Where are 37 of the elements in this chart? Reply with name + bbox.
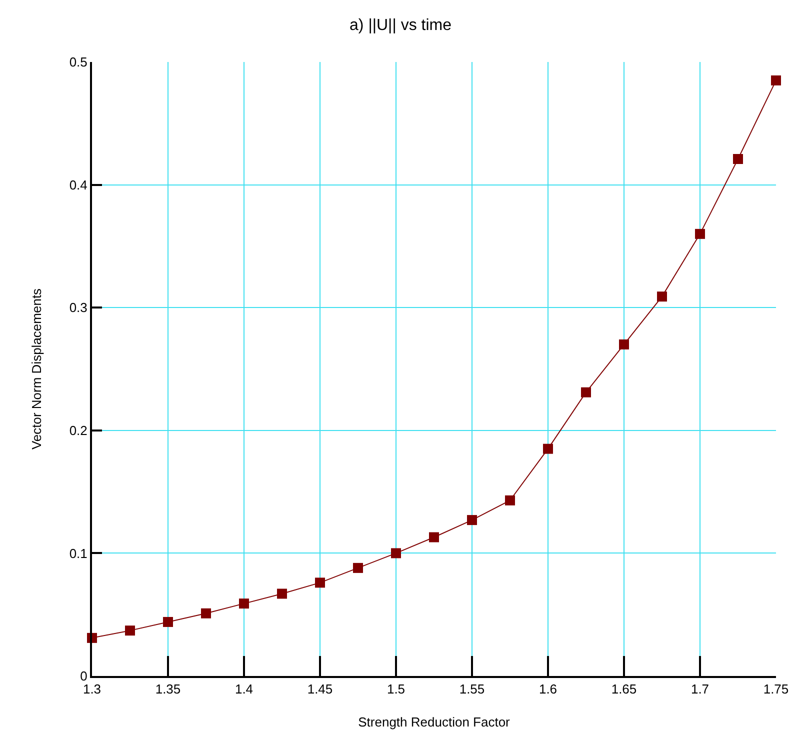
- point: [581, 387, 591, 398]
- y-axis-title: Vector Norm Displacements: [28, 288, 44, 450]
- y-tick-label: 0.2: [69, 422, 88, 438]
- point: [125, 626, 135, 636]
- point: [201, 608, 211, 618]
- point: [239, 598, 249, 609]
- y-tick-label: 0.5: [69, 54, 88, 70]
- point: [619, 339, 629, 350]
- x-tick-label: 1.4: [234, 682, 254, 697]
- x-tick-label: 1.3: [82, 682, 102, 697]
- point: [391, 548, 401, 558]
- x-tick-label: 1.7: [690, 682, 710, 697]
- point: [277, 588, 287, 599]
- y-tick-label: 0.1: [69, 546, 88, 561]
- point: [315, 578, 325, 588]
- chart-title: a) ||U|| vs time: [350, 17, 452, 34]
- x-tick-label: 1.45: [307, 682, 333, 697]
- point: [353, 562, 363, 573]
- point: [543, 444, 553, 454]
- point: [695, 228, 705, 239]
- x-tick-label: 1.55: [459, 682, 485, 697]
- x-tick-label: 1.65: [611, 682, 637, 697]
- point: [163, 616, 173, 627]
- point: [467, 515, 477, 526]
- x-tick-label: 1.35: [155, 682, 181, 697]
- x-axis-title: Strength Reduction Factor: [358, 714, 511, 730]
- x-tick-label: 1.75: [763, 682, 789, 697]
- x-tick-label: 1.6: [538, 682, 558, 697]
- point: [505, 495, 515, 506]
- point: [657, 292, 667, 302]
- point: [733, 154, 743, 164]
- point: [429, 532, 439, 542]
- y-tick-label: 0: [80, 668, 88, 684]
- x-tick-label: 1.5: [386, 682, 406, 697]
- point: [771, 75, 781, 86]
- y-tick-label: 0.4: [69, 177, 88, 192]
- y-tick-label: 0.3: [69, 300, 88, 316]
